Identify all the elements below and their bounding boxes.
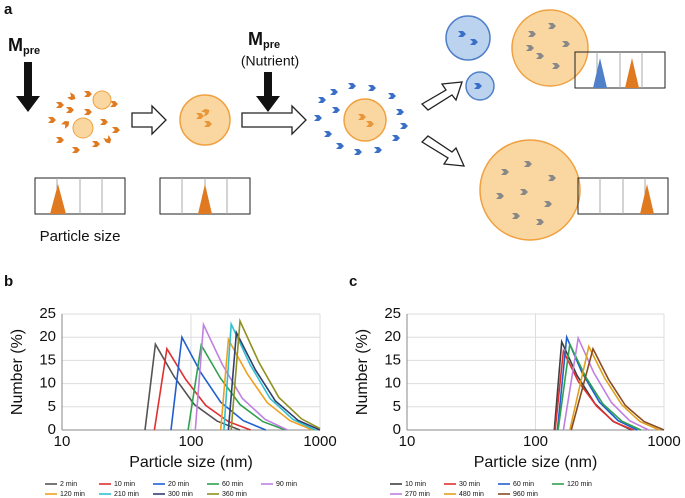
add-arrow (256, 72, 280, 112)
schematic: a Mpre Mpre (Nutrient) (4, 1, 669, 245)
x-tick-label: 100 (523, 433, 548, 450)
step-arrow (241, 104, 307, 136)
y-axis-title: Number (%) (354, 329, 371, 415)
particle (179, 94, 231, 146)
y-tick-label: 0 (48, 421, 56, 438)
panel-label: b (4, 273, 13, 290)
reagent-note: (Nutrient) (241, 53, 299, 69)
particle (479, 139, 581, 241)
size-peak (198, 184, 212, 214)
series-line (569, 344, 660, 431)
x-tick-label: 1000 (647, 433, 680, 450)
size-peak (625, 58, 639, 88)
x-axis-title: Particle size (nm) (474, 454, 598, 471)
particle (343, 98, 387, 142)
series-line (219, 336, 314, 431)
chart: c 0 5 10 15 20 25 10 100 1000 Particle size (nm) Nu… (349, 273, 681, 498)
panel-label: c (349, 273, 357, 290)
y-tick-label: 20 (384, 328, 401, 345)
legend-label: 120 min (567, 481, 592, 488)
y-tick-label: 5 (48, 398, 56, 415)
legend-label: 270 min (405, 491, 430, 498)
series-line (194, 321, 288, 431)
size-peak (640, 184, 654, 214)
particle (511, 9, 589, 87)
reagent-label: Mpre (248, 29, 280, 51)
step-arrow (420, 135, 466, 167)
series-line (570, 346, 665, 431)
reagent-label: Mpre (8, 35, 40, 57)
chart: b 0 5 10 15 20 25 10 100 1000 Particle size (nm) Nu… (4, 273, 337, 498)
reagent-symbol: M (248, 29, 263, 49)
legend-label: 2 min (60, 481, 77, 488)
series-line (556, 334, 638, 431)
y-axis-title: Number (%) (9, 329, 26, 415)
y-tick-label: 25 (39, 305, 56, 322)
legend-label: 60 min (513, 481, 534, 488)
y-tick-label: 15 (39, 351, 56, 368)
legend-label: 120 min (60, 491, 85, 498)
legend-label: 210 min (114, 491, 139, 498)
legend-label: 10 min (405, 481, 426, 488)
y-tick-label: 10 (384, 375, 401, 392)
legend-label: 300 min (168, 491, 193, 498)
legend-label: 960 min (513, 491, 538, 498)
x-tick-label: 10 (399, 433, 416, 450)
legend-label: 360 min (222, 491, 247, 498)
nucleus (92, 90, 112, 110)
y-tick-label: 10 (39, 375, 56, 392)
series-line (227, 329, 321, 431)
reagent-symbol: M (8, 35, 23, 55)
y-tick-label: 25 (384, 305, 401, 322)
legend-label: 20 min (168, 481, 189, 488)
reagent-subscript: pre (263, 39, 280, 51)
series-line (187, 342, 286, 431)
x-tick-label: 100 (178, 433, 203, 450)
y-tick-label: 20 (39, 328, 56, 345)
size-box (34, 177, 126, 215)
x-tick-label: 1000 (303, 433, 336, 450)
legend-label: 480 min (459, 491, 484, 498)
size-caption: Particle size (40, 228, 121, 245)
y-tick-label: 0 (393, 421, 401, 438)
panel-label: a (4, 1, 13, 18)
legend-label: 60 min (222, 481, 243, 488)
size-box (577, 177, 669, 215)
series-line (554, 348, 634, 431)
legend-label: 30 min (459, 481, 480, 488)
series-line (230, 317, 321, 431)
x-axis-title: Particle size (nm) (129, 454, 253, 471)
y-tick-label: 15 (384, 351, 401, 368)
size-peak (593, 58, 607, 88)
nucleus (72, 117, 94, 139)
legend-label: 90 min (276, 481, 297, 488)
add-arrow (16, 62, 40, 112)
series-line (223, 321, 316, 431)
reagent-subscript: pre (23, 45, 40, 57)
y-tick-label: 5 (393, 398, 401, 415)
x-tick-label: 10 (54, 433, 71, 450)
size-box (574, 51, 666, 89)
step-arrow (131, 104, 167, 136)
step-arrow (420, 81, 463, 111)
legend-label: 10 min (114, 481, 135, 488)
particle (445, 15, 491, 61)
series-line (557, 341, 642, 431)
series-line (562, 335, 650, 431)
size-peak (50, 184, 66, 214)
series-line (170, 334, 267, 431)
